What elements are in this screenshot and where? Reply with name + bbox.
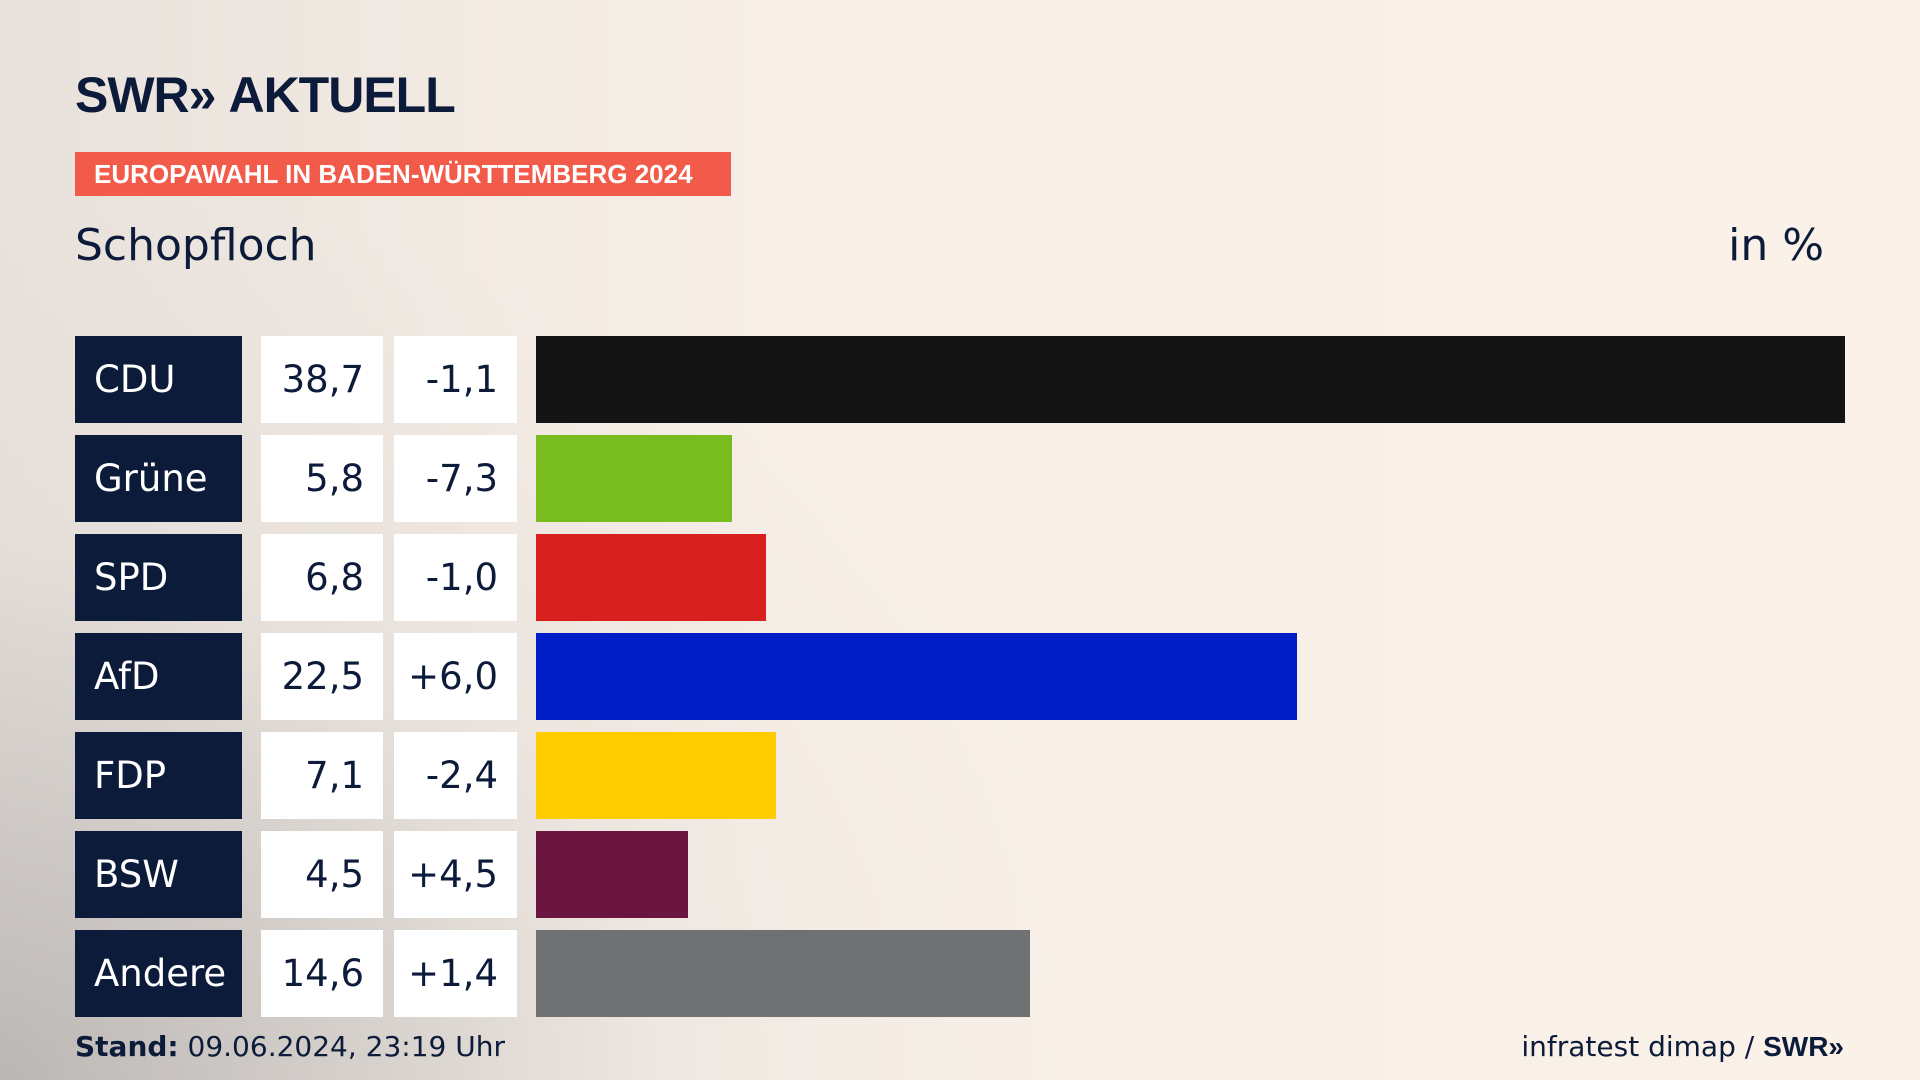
- logo-brand: SWR: [75, 67, 190, 123]
- bar-spd: [536, 534, 766, 621]
- party-label: Grüne: [75, 435, 242, 522]
- source-label: infratest dimap /: [1521, 1030, 1755, 1063]
- swr-aktuell-logo: SWR» AKTUELL: [75, 66, 456, 124]
- vote-change-value: +1,4: [394, 930, 517, 1017]
- chart-title: Schopfloch: [75, 220, 317, 271]
- result-row: Andere 14,6 +1,4: [0, 930, 1920, 1017]
- vote-change-value: -2,4: [394, 732, 517, 819]
- result-row: CDU 38,7 -1,1: [0, 336, 1920, 423]
- vote-change-value: -1,0: [394, 534, 517, 621]
- timestamp: Stand: 09.06.2024, 23:19 Uhr: [75, 1030, 505, 1063]
- source-credit: infratest dimap / SWR»: [1521, 1030, 1844, 1063]
- vote-change-value: +4,5: [394, 831, 517, 918]
- vote-change-value: -1,1: [394, 336, 517, 423]
- stand-label: Stand:: [75, 1030, 179, 1063]
- result-row: Grüne 5,8 -7,3: [0, 435, 1920, 522]
- party-label: SPD: [75, 534, 242, 621]
- bar-cdu: [536, 336, 1845, 423]
- party-label: BSW: [75, 831, 242, 918]
- result-row: SPD 6,8 -1,0: [0, 534, 1920, 621]
- bar-fdp: [536, 732, 776, 819]
- source-brand: SWR»: [1763, 1031, 1844, 1062]
- vote-share-value: 4,5: [261, 831, 383, 918]
- vote-change-value: -7,3: [394, 435, 517, 522]
- election-tag: EUROPAWAHL IN BADEN-WÜRTTEMBERG 2024: [75, 152, 731, 196]
- bar-andere: [536, 930, 1030, 1017]
- result-row: AfD 22,5 +6,0: [0, 633, 1920, 720]
- bar-grüne: [536, 435, 732, 522]
- party-label: CDU: [75, 336, 242, 423]
- party-label: AfD: [75, 633, 242, 720]
- logo-section: AKTUELL: [228, 67, 455, 123]
- vote-share-value: 22,5: [261, 633, 383, 720]
- vote-share-value: 38,7: [261, 336, 383, 423]
- vote-share-value: 5,8: [261, 435, 383, 522]
- party-label: FDP: [75, 732, 242, 819]
- party-label: Andere: [75, 930, 242, 1017]
- vote-share-value: 6,8: [261, 534, 383, 621]
- bar-afd: [536, 633, 1297, 720]
- vote-share-value: 14,6: [261, 930, 383, 1017]
- unit-label: in %: [1728, 220, 1824, 271]
- result-row: BSW 4,5 +4,5: [0, 831, 1920, 918]
- bar-bsw: [536, 831, 688, 918]
- vote-share-value: 7,1: [261, 732, 383, 819]
- stand-value: 09.06.2024, 23:19 Uhr: [187, 1030, 505, 1063]
- result-row: FDP 7,1 -2,4: [0, 732, 1920, 819]
- vote-change-value: +6,0: [394, 633, 517, 720]
